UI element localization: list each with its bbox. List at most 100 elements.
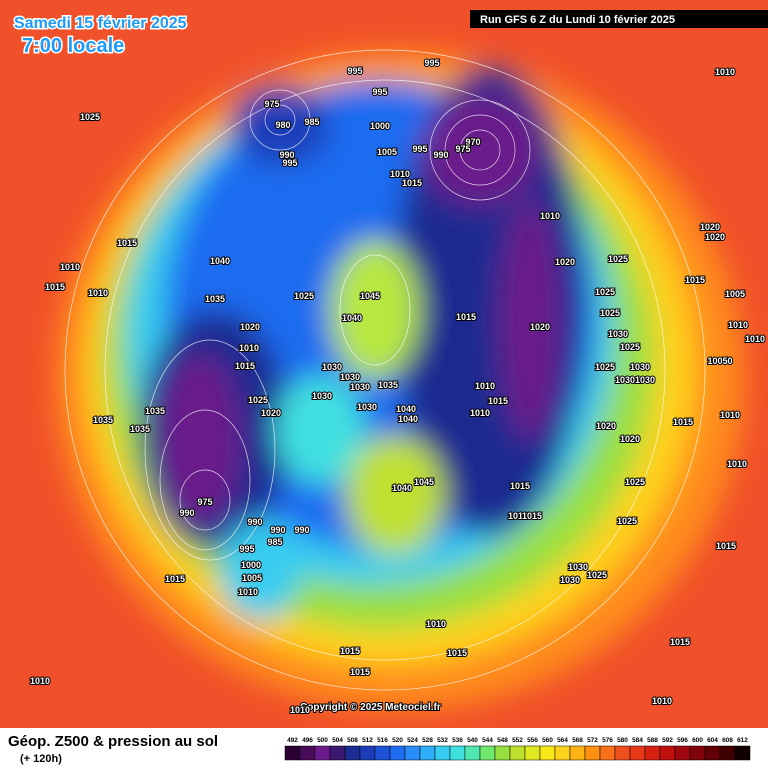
pressure-label: 975 — [197, 497, 212, 507]
copyright: Copyright © 2025 Meteociel.fr — [300, 702, 441, 713]
pressure-label: 1010 — [720, 410, 740, 420]
pressure-label: 1005 — [377, 147, 397, 157]
pressure-label: 1025 — [294, 291, 314, 301]
pressure-label: 1015 — [235, 361, 255, 371]
pressure-label: 1030 — [560, 575, 580, 585]
pressure-label: 1035 — [93, 415, 113, 425]
pressure-label: 1010 — [652, 696, 672, 706]
legend-swatch — [359, 745, 376, 761]
pressure-label: 1015 — [45, 282, 65, 292]
legend-swatch — [494, 745, 511, 761]
pressure-label: 1005 — [242, 573, 262, 583]
field — [0, 0, 768, 728]
run-box — [470, 10, 768, 28]
legend-tick-label: 612 — [737, 737, 748, 744]
legend-tick-label: 496 — [302, 737, 313, 744]
legend-swatch — [659, 745, 676, 761]
legend-tick-label: 560 — [542, 737, 553, 744]
legend-tick-label: 576 — [602, 737, 613, 744]
pressure-label: 1015 — [456, 312, 476, 322]
legend-swatch — [539, 745, 556, 761]
pressure-label: 1040 — [392, 483, 412, 493]
pressure-label: 1015 — [522, 511, 542, 521]
legend-tick-label: 524 — [407, 737, 418, 744]
pressure-label: 1015 — [510, 481, 530, 491]
pressure-label: 1030 — [322, 362, 342, 372]
pressure-label: 1025 — [625, 477, 645, 487]
legend-swatch — [644, 745, 661, 761]
run-info: Run GFS 6 Z du Lundi 10 février 2025 — [480, 14, 675, 26]
legend-swatch — [374, 745, 391, 761]
pressure-label: 1030 — [340, 372, 360, 382]
legend-tick-label: 540 — [467, 737, 478, 744]
legend-tick-label: 520 — [392, 737, 403, 744]
legend-swatch — [704, 745, 721, 761]
pressure-label: 1015 — [685, 275, 705, 285]
pressure-label: 1025 — [608, 254, 628, 264]
legend-swatch — [629, 745, 646, 761]
pressure-label: 1010 — [508, 511, 528, 521]
legend-swatch — [674, 745, 691, 761]
pressure-label: 1030 — [635, 375, 655, 385]
legend-tick-label: 592 — [662, 737, 673, 744]
pressure-label: 1020 — [620, 434, 640, 444]
pressure-label: 1040 — [342, 313, 362, 323]
pressure-label: 995 — [372, 87, 387, 97]
pressure-label: 995 — [412, 144, 427, 154]
legend-tick-label: 604 — [707, 737, 718, 744]
pressure-label: 1010 — [728, 320, 748, 330]
legend-tick-label: 504 — [332, 737, 343, 744]
pressure-label: 1030 — [357, 402, 377, 412]
pressure-label: 1010 — [470, 408, 490, 418]
pressure-label: 985 — [267, 537, 282, 547]
pressure-label: 1025 — [80, 112, 100, 122]
legend-tick-label: 500 — [317, 737, 328, 744]
pressure-label: 1010 — [390, 169, 410, 179]
legend-tick-label: 600 — [692, 737, 703, 744]
legend-tick-label: 596 — [677, 737, 688, 744]
pressure-label: 995 — [239, 544, 254, 554]
legend-swatch — [419, 745, 436, 761]
legend-swatch — [719, 745, 736, 761]
pressure-label: 1015 — [673, 417, 693, 427]
pressure-label: 985 — [304, 117, 319, 127]
pressure-label: 1010 — [30, 676, 50, 686]
pressure-label: 1020 — [555, 257, 575, 267]
pressure-label: 1015 — [402, 178, 422, 188]
legend-swatch — [434, 745, 451, 761]
pressure-label: 1010 — [745, 334, 765, 344]
pressure-label: 995 — [282, 158, 297, 168]
pressure-label: 1025 — [595, 362, 615, 372]
pressure-label: 1010 — [88, 288, 108, 298]
pressure-label: 1030 — [350, 382, 370, 392]
legend-swatch — [569, 745, 586, 761]
legend-swatch — [464, 745, 481, 761]
pressure-label: 1025 — [595, 287, 615, 297]
pressure-label: 1010 — [475, 381, 495, 391]
pressure-label: 1010 — [715, 67, 735, 77]
pressure-label: 1015 — [350, 667, 370, 677]
pressure-label: 1030 — [630, 362, 650, 372]
pressure-label: 1040 — [210, 256, 230, 266]
pressure-label: 1035 — [205, 294, 225, 304]
legend-tick-label: 584 — [632, 737, 643, 744]
legend-swatch — [299, 745, 316, 761]
legend-swatch — [554, 745, 571, 761]
pressure-label: 1010 — [727, 459, 747, 469]
legend-tick-label: 564 — [557, 737, 568, 744]
pressure-label: 1015 — [670, 637, 690, 647]
legend-tick-label: 580 — [617, 737, 628, 744]
lead-time: (+ 120h) — [20, 753, 62, 765]
pressure-label: 1025 — [620, 342, 640, 352]
pressure-label: 1045 — [360, 291, 380, 301]
pressure-label: 1025 — [248, 395, 268, 405]
pressure-label: 1030 — [615, 375, 635, 385]
legend-tick-label: 572 — [587, 737, 598, 744]
pressure-label: 1015 — [117, 238, 137, 248]
pressure-label: 995 — [424, 58, 439, 68]
legend-swatch — [734, 745, 751, 761]
date: Samedi 15 février 2025 — [14, 15, 187, 32]
legend-swatch — [479, 745, 496, 761]
pressure-label: 975 — [264, 99, 279, 109]
legend-tick-label: 492 — [287, 737, 298, 744]
